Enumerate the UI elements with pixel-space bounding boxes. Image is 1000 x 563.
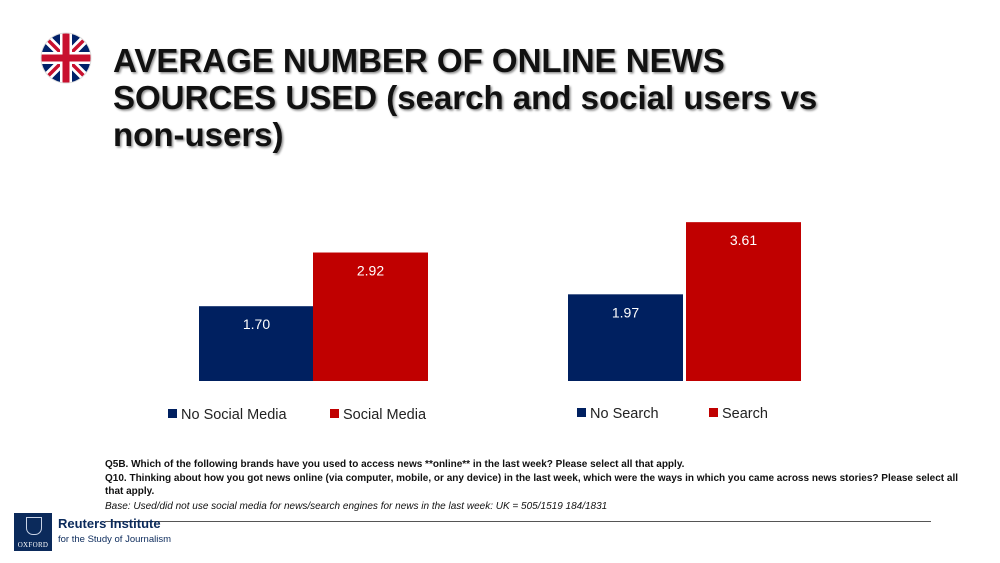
legend-entry: Search <box>722 406 768 422</box>
logo-subtitle: for the Study of Journalism <box>58 534 171 545</box>
bar-no-social-media <box>199 306 314 381</box>
note-q10: Q10. Thinking about how you got news onl… <box>105 472 959 498</box>
oxford-crest-icon: OXFORD <box>14 513 52 551</box>
title-line-1: AVERAGE NUMBER OF ONLINE NEWS <box>113 42 725 79</box>
legend-swatch <box>577 408 586 417</box>
legend-entry: No Search <box>590 406 659 422</box>
note-q5b: Q5B. Which of the following brands have … <box>105 459 685 470</box>
bar-social-media <box>313 252 428 381</box>
chart-group-1: 1.70 2.92 No Social Media Social Media <box>168 252 428 423</box>
footer-divider <box>105 521 931 522</box>
title-line-2: SOURCES USED (search and social users vs <box>113 79 818 116</box>
bar-search <box>686 222 801 381</box>
note-base: Base: Used/did not use social media for … <box>105 500 608 512</box>
data-label: 1.70 <box>243 316 270 332</box>
chart-group-2: 1.97 3.61 No Search Search <box>568 222 801 422</box>
bar-no-search <box>568 294 683 381</box>
crest-text: OXFORD <box>17 541 49 549</box>
footnotes: Q5B. Which of the following brands have … <box>105 458 965 513</box>
uk-flag-icon <box>40 32 92 84</box>
logo-name: Reuters Institute <box>58 516 161 531</box>
reuters-institute-logo: OXFORD Reuters Institute for the Study o… <box>14 513 214 555</box>
data-label: 2.92 <box>357 263 384 279</box>
legend-swatch <box>330 409 339 418</box>
legend-swatch <box>168 409 177 418</box>
page-title: AVERAGE NUMBER OF ONLINE NEWS SOURCES US… <box>113 42 973 153</box>
data-label: 1.97 <box>612 304 639 320</box>
legend-entry: Social Media <box>343 407 427 423</box>
legend-swatch <box>709 408 718 417</box>
legend-entry: No Social Media <box>181 407 288 423</box>
data-label: 3.61 <box>730 232 757 248</box>
title-line-3: non-users) <box>113 116 284 153</box>
